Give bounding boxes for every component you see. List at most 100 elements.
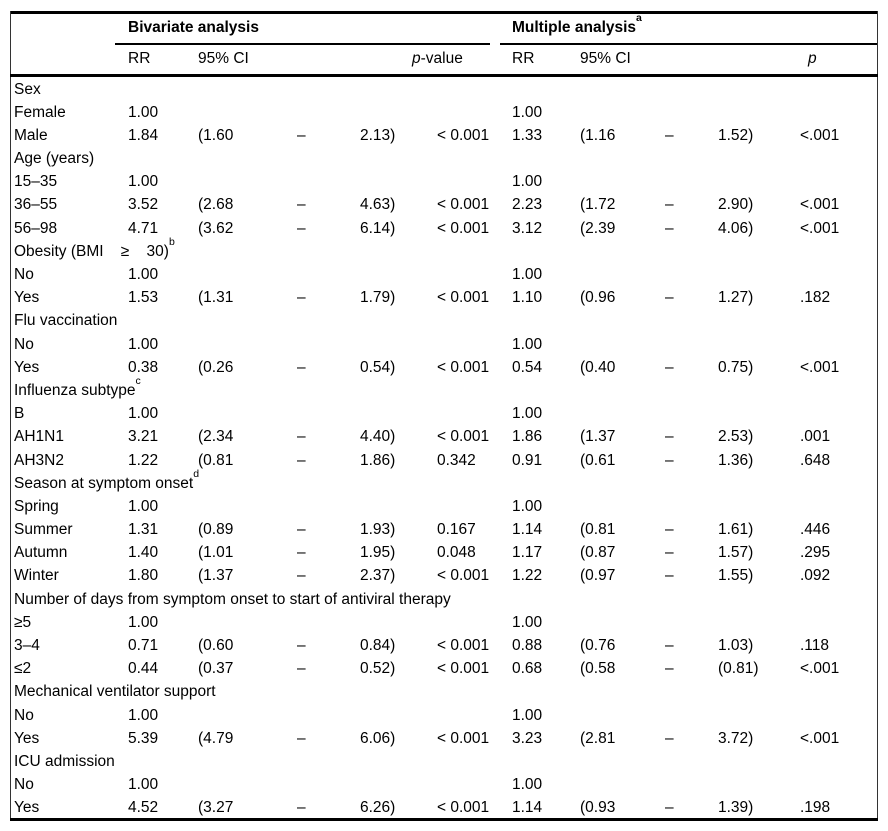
table-row: Summer 1.31 (0.89 – 1.93) 0.167 1.14 (0.81 – 1.61… (10, 518, 878, 541)
cell-ci1c (360, 101, 412, 124)
cell-p2: .182 (800, 289, 831, 307)
cell-ci1d (297, 611, 360, 634)
cell-ci1c: 0.54) (360, 358, 396, 376)
cell-rr1: 4.71 (128, 219, 159, 237)
column-header-rr-multiple: RR (512, 50, 535, 67)
section-label: Influenza subtypec (14, 374, 141, 399)
cell-ci2d: – (665, 544, 674, 562)
cell-p2: <.001 (800, 660, 840, 678)
cell-ci2o: (0.87 (580, 544, 616, 562)
table-body: Sex Female 1.00 1.00 Male 1.84 (1.60 – 2.13) < 0.… (10, 78, 878, 820)
cell-ci1d: – (297, 428, 306, 446)
cell-rr1: 1.00 (128, 776, 159, 794)
cell-ci2o: (2.39 (580, 219, 616, 237)
cell-ci2o: (2.81 (580, 729, 616, 747)
cell-ci1o (198, 773, 297, 796)
cell-p1: < 0.001 (437, 358, 490, 376)
bivariate-analysis-label: Bivariate analysis (128, 19, 259, 36)
cell-p2 (800, 263, 878, 286)
cell-ci2o: (1.37 (580, 428, 616, 446)
cell-rr1: 1.31 (128, 521, 159, 539)
table-row: AH1N1 3.21 (2.34 – 4.40) < 0.001 1.86 (1.37 – 2.5… (10, 425, 878, 448)
cell-ci2o (580, 263, 665, 286)
cell-ci2o: (0.61 (580, 451, 616, 469)
cell-p2 (800, 170, 878, 193)
cell-rr2: 1.00 (512, 173, 543, 191)
cell-ci2d: – (665, 451, 674, 469)
cell-rr1: 1.53 (128, 289, 159, 307)
section-label: Sex (14, 80, 41, 98)
cell-rr2: 3.12 (512, 219, 543, 237)
table-row: Female 1.00 1.00 (10, 101, 878, 124)
cell-rr1: 3.21 (128, 428, 159, 446)
table-bottom-rule (10, 818, 878, 821)
cell-rr1: 4.52 (128, 799, 159, 817)
row-label: Yes (14, 799, 40, 817)
cell-p1 (412, 333, 512, 356)
cell-rr2: 1.33 (512, 126, 543, 144)
cell-ci2d (665, 402, 718, 425)
cell-ci2o (580, 101, 665, 124)
cell-rr2: 1.14 (512, 799, 543, 817)
cell-p1: 0.167 (437, 521, 476, 539)
cell-ci1c: 6.26) (360, 799, 396, 817)
cell-p2: .446 (800, 521, 831, 539)
column-header-p-multiple: p (800, 43, 878, 74)
section-row: Number of days from symptom onset to sta… (10, 588, 878, 611)
cell-rr2: 1.00 (512, 497, 543, 515)
table-row: Yes 0.38 (0.26 – 0.54) < 0.001 0.54 (0.40 – 0.75)… (10, 356, 878, 379)
cell-ci1c: 2.13) (360, 126, 396, 144)
cell-ci1o (198, 101, 297, 124)
cell-p2: .198 (800, 799, 831, 817)
cell-ci1d: – (297, 219, 306, 237)
multiple-group-underline (500, 43, 877, 45)
cell-rr2: 1.22 (512, 567, 543, 585)
cell-p1 (412, 101, 512, 124)
group-header-bivariate: Bivariate analysis (128, 12, 512, 43)
cell-ci2o: (0.96 (580, 289, 616, 307)
cell-ci1o: (0.37 (198, 660, 234, 678)
cell-ci2d: – (665, 521, 674, 539)
section-label: Age (years) (14, 150, 95, 168)
row-label: B (14, 405, 25, 423)
cell-ci2c: 1.57) (718, 544, 754, 562)
table-row: Winter 1.80 (1.37 – 2.37) < 0.001 1.22 (0.97 – 1.… (10, 564, 878, 587)
cell-ci2c (718, 170, 800, 193)
row-label: 36–55 (14, 196, 58, 214)
table-row: 56–98 4.71 (3.62 – 6.14) < 0.001 3.12 (2.39 – 4.0… (10, 217, 878, 240)
cell-rr1: 1.00 (128, 335, 159, 353)
section-row: Age (years) (10, 147, 878, 170)
bivariate-group-underline (115, 43, 490, 45)
cell-rr1: 1.00 (128, 706, 159, 724)
cell-ci1c (360, 170, 412, 193)
cell-ci2o: (1.72 (580, 196, 616, 214)
cell-ci2d (665, 773, 718, 796)
cell-ci1c: 0.52) (360, 660, 396, 678)
cell-rr1: 1.00 (128, 266, 159, 283)
cell-ci2o (580, 170, 665, 193)
cell-ci1c (360, 402, 412, 425)
row-label: ≤2 (14, 660, 32, 678)
row-label: 15–35 (14, 173, 58, 191)
table-right-border (877, 11, 878, 821)
multiple-analysis-footnote-mark: a (636, 11, 642, 24)
cell-ci2d: – (665, 289, 674, 307)
cell-ci1d: – (297, 289, 306, 307)
cell-ci1c (360, 495, 412, 518)
section-footnote-mark: b (168, 235, 175, 248)
cell-ci1o: (2.34 (198, 428, 234, 446)
cell-ci1c: 4.40) (360, 428, 396, 446)
cell-ci2d (665, 704, 718, 727)
cell-p1 (412, 170, 512, 193)
cell-p2: .001 (800, 428, 831, 446)
cell-ci2c (718, 263, 800, 286)
table-row: B 1.00 1.00 (10, 402, 878, 425)
cell-ci1o: (4.79 (198, 729, 234, 747)
cell-ci2o: (1.16 (580, 126, 616, 144)
section-label: Flu vaccination (14, 312, 118, 330)
table-row: No 1.00 1.00 (10, 704, 878, 727)
cell-ci1d: – (297, 637, 306, 654)
cell-rr1: 1.00 (128, 103, 159, 121)
cell-rr2: 1.00 (512, 706, 543, 724)
